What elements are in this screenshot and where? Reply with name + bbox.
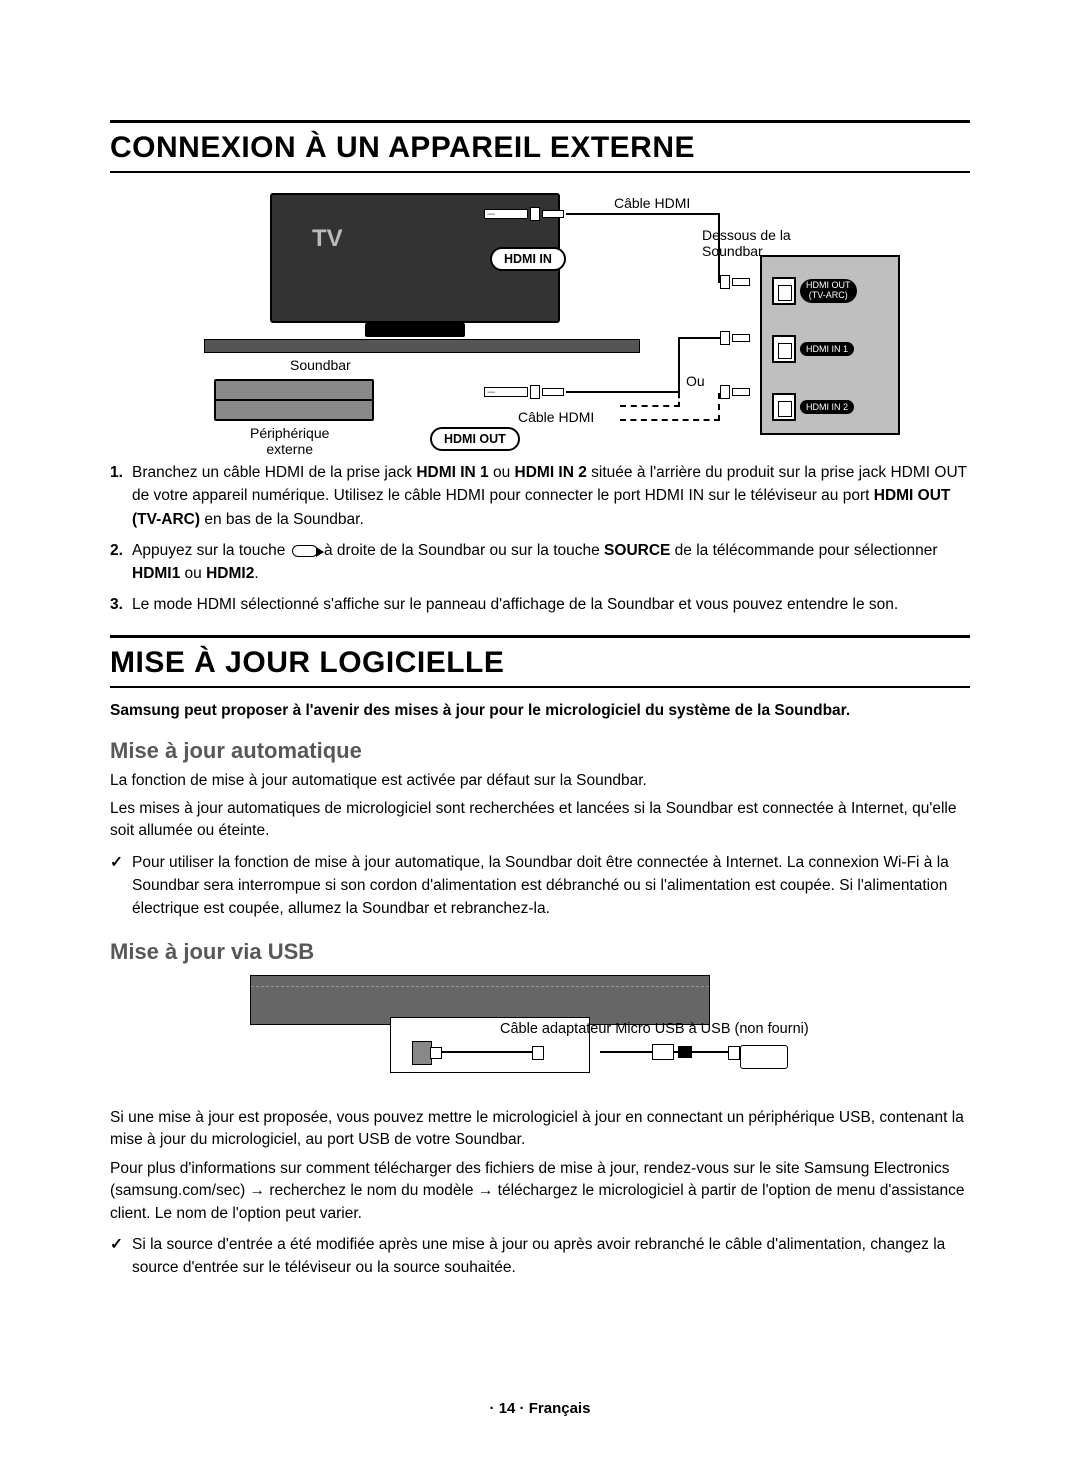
cable-label-bottom: Câble HDMI: [518, 409, 594, 425]
usb-cable-left: [436, 1051, 496, 1053]
usb-update-p2: Pour plus d'informations sur comment tél…: [110, 1158, 970, 1225]
cable-label-top: Câble HDMI: [614, 195, 690, 211]
hdmi-out-pill: HDMI OUT: [430, 427, 520, 451]
soundbar-port-panel: HDMI OUT (TV-ARC) HDMI IN 1 HDMI IN 2: [760, 255, 900, 435]
hdmi-tip-port2: [720, 333, 750, 343]
usb-update-p1: Si une mise à jour est proposée, vous po…: [110, 1107, 970, 1152]
step-2: 2. Appuyez sur la touche à droite de la …: [110, 539, 970, 586]
auto-update-notes: ✓Pour utiliser la fonction de mise à jou…: [110, 851, 970, 921]
section-title-connexion: CONNEXION À UN APPAREIL EXTERNE: [110, 120, 970, 173]
port-hdmi-out: HDMI OUT (TV-ARC): [772, 271, 892, 311]
source-icon: [292, 545, 318, 557]
tv-label: TV: [312, 225, 343, 253]
port-hdmi-in2: HDMI IN 2: [772, 387, 892, 427]
hdmi-plug-top: ∙∙∙∙∙∙∙∙: [484, 207, 564, 221]
usb-update-note-1: ✓Si la source d'entrée a été modifiée ap…: [110, 1233, 970, 1280]
usb-cable-left-2: [496, 1051, 540, 1053]
auto-update-note-1: ✓Pour utiliser la fonction de mise à jou…: [110, 851, 970, 921]
usb-update-heading: Mise à jour via USB: [110, 939, 970, 965]
port-hdmi-in1: HDMI IN 1: [772, 329, 892, 369]
underside-label: Dessous de la Soundbar: [702, 227, 791, 259]
usb-cable-label: Câble adaptateur Micro USB à USB (non fo…: [500, 1021, 809, 1037]
usb-port-icon: [412, 1041, 432, 1065]
tv-stand: [365, 323, 465, 337]
connection-steps-list: 1. Branchez un câble HDMI de la prise ja…: [110, 461, 970, 617]
auto-update-p1: La fonction de mise à jour automatique e…: [110, 770, 970, 792]
auto-update-heading: Mise à jour automatique: [110, 738, 970, 764]
hdmi-tip-port1: [720, 277, 750, 287]
step-3: 3.Le mode HDMI sélectionné s'affiche sur…: [110, 593, 970, 616]
update-intro: Samsung peut proposer à l'avenir des mis…: [110, 702, 970, 720]
hdmi-in-pill: HDMI IN: [490, 247, 566, 271]
auto-update-p2: Les mises à jour automatiques de microlo…: [110, 798, 970, 843]
hdmi-connection-diagram: TV ∙∙∙∙∙∙∙∙ Câble HDMI HDMI IN ∙∙∙∙∙∙∙∙ …: [180, 187, 900, 449]
or-label: Ou: [686, 373, 705, 389]
page-footer: · 14 · Français: [0, 1400, 1080, 1417]
hdmi-tip-port3: [720, 387, 750, 397]
soundbar-bar: [204, 339, 640, 353]
hdmi-plug-bottom: ∙∙∙∙∙∙∙∙: [484, 385, 564, 399]
usb-update-diagram: Câble adaptateur Micro USB à USB (non fo…: [240, 971, 840, 1097]
section-title-update: MISE À JOUR LOGICIELLE: [110, 635, 970, 688]
usb-update-notes: ✓Si la source d'entrée a été modifiée ap…: [110, 1233, 970, 1280]
usb-drive-icon: [740, 1045, 788, 1069]
external-device-box: [214, 379, 374, 421]
step-1: 1. Branchez un câble HDMI de la prise ja…: [110, 461, 970, 531]
usb-cable-right: [600, 1051, 736, 1053]
soundbar-label: Soundbar: [290, 357, 351, 373]
external-device-label: Périphérique externe: [250, 425, 329, 457]
